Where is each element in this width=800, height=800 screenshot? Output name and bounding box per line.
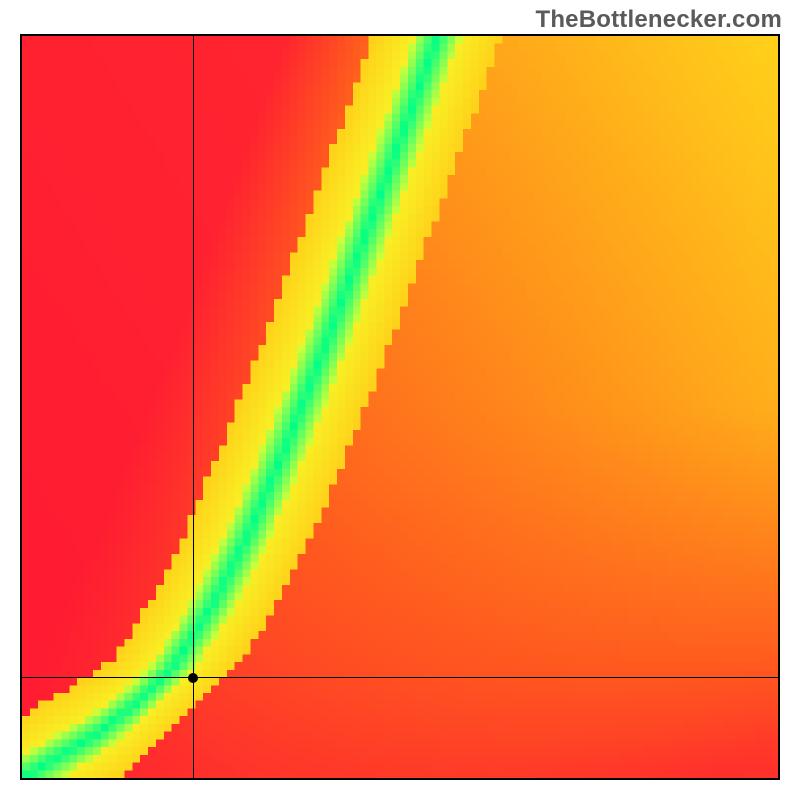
heatmap-canvas bbox=[22, 36, 778, 778]
crosshair-vertical bbox=[193, 36, 194, 778]
watermark-text: TheBottlenecker.com bbox=[535, 6, 782, 34]
crosshair-point bbox=[188, 673, 198, 683]
chart-container: TheBottlenecker.com bbox=[0, 0, 800, 800]
crosshair-horizontal bbox=[22, 677, 778, 678]
heatmap-plot bbox=[20, 34, 780, 780]
